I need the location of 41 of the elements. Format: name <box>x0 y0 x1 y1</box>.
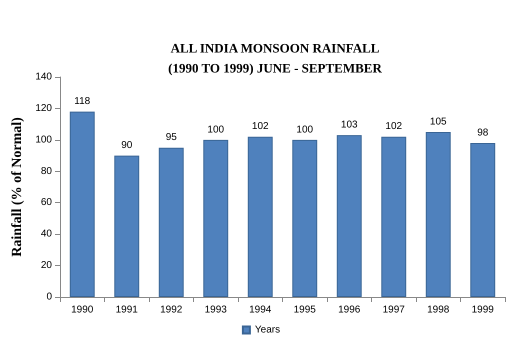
bar <box>336 135 362 297</box>
y-tick-label: 80 <box>40 166 52 177</box>
bar <box>158 148 184 297</box>
bar <box>292 140 318 297</box>
y-tick-label: 140 <box>35 72 52 82</box>
x-tick-label: 1998 <box>427 304 450 316</box>
y-tick-label: 120 <box>35 102 52 114</box>
bar <box>470 143 496 297</box>
data-label: 95 <box>166 132 178 144</box>
x-tick-label: 1994 <box>249 304 272 316</box>
x-tick-label: 1995 <box>294 304 316 316</box>
x-tick-label: 1991 <box>116 304 138 316</box>
data-label: 118 <box>74 96 91 108</box>
data-label: 105 <box>430 116 448 128</box>
data-label: 90 <box>121 140 133 152</box>
data-label: 103 <box>340 120 358 131</box>
bar <box>70 112 95 297</box>
bar <box>248 136 273 297</box>
bar <box>114 156 140 297</box>
y-tick-label: 40 <box>40 228 52 240</box>
data-label: 102 <box>385 121 403 132</box>
x-tick-label: 1993 <box>204 304 228 316</box>
bar <box>381 136 406 297</box>
x-tick-label: 1999 <box>472 304 494 316</box>
x-tick-label: 1996 <box>338 304 361 316</box>
x-tick-label: 1992 <box>160 304 183 316</box>
data-label: 98 <box>477 128 489 138</box>
y-tick-label: 0 <box>46 292 52 302</box>
data-label: 100 <box>207 124 225 136</box>
bar <box>203 140 228 297</box>
bar <box>426 132 451 297</box>
chart-title: ALL INDIA MONSOON RAINFALL (1990 TO 1999) JUNE - SEPTEMBER <box>168 40 382 76</box>
legend-label: Years <box>254 324 280 336</box>
x-tick-label: 1990 <box>71 304 94 316</box>
data-label: 100 <box>296 124 314 136</box>
y-tick-label: 100 <box>35 134 52 146</box>
y-axis-title: Rainfall (% of Normal) <box>10 116 25 257</box>
data-label: 102 <box>252 121 270 132</box>
y-tick-label: 20 <box>40 260 52 272</box>
y-tick-label: 60 <box>40 197 52 208</box>
x-tick-label: 1997 <box>382 304 406 316</box>
